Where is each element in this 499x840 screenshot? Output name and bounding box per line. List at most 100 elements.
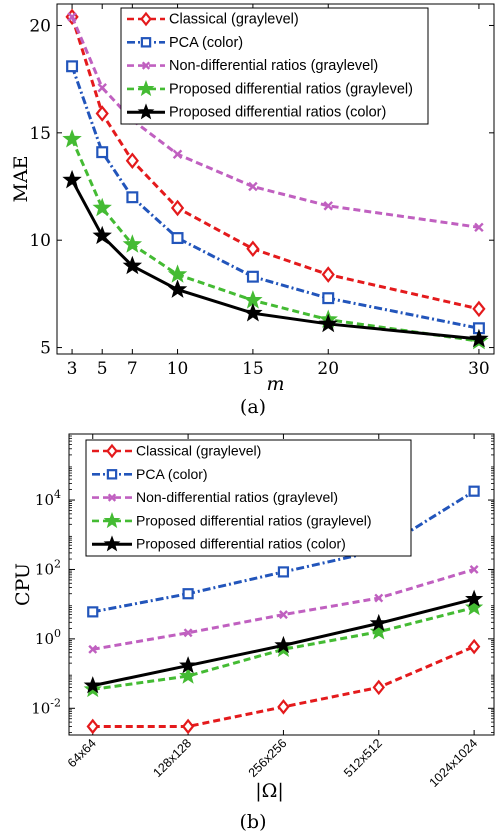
data-point <box>62 129 82 148</box>
data-point <box>126 191 139 204</box>
legend-label: Classical (graylevel) <box>169 12 299 28</box>
data-point <box>469 565 479 574</box>
data-point <box>369 622 388 640</box>
x-tick-label: 64x64 <box>65 736 99 770</box>
data-point <box>95 105 109 122</box>
legend-marker <box>103 512 121 529</box>
data-point <box>318 313 338 333</box>
data-point <box>468 485 480 497</box>
data-point <box>92 197 112 217</box>
legend-marker <box>106 443 118 459</box>
data-point <box>67 12 77 22</box>
y-tick-label: 102 <box>35 557 61 578</box>
data-point <box>122 234 143 253</box>
x-tick-label: 7 <box>127 359 138 379</box>
series-a-1 <box>66 60 485 335</box>
x-tick-label: 512x512 <box>341 736 385 780</box>
data-point <box>277 699 290 715</box>
data-point <box>83 676 102 694</box>
legend-label: PCA (color) <box>169 35 243 51</box>
data-point <box>274 635 293 654</box>
data-point <box>472 300 486 318</box>
y-tick-label: 10-2 <box>31 696 61 717</box>
data-point <box>277 566 290 578</box>
data-point <box>167 264 188 283</box>
data-point <box>179 666 198 684</box>
x-axis-label: |Ω| <box>255 780 284 802</box>
x-tick-label: 10 <box>167 359 189 379</box>
y-tick-label: 100 <box>35 627 61 648</box>
x-tick-label: 128x128 <box>150 736 194 780</box>
data-point <box>322 292 335 305</box>
series-b-0 <box>86 638 481 735</box>
data-point <box>170 199 185 217</box>
data-point <box>88 644 98 654</box>
x-tick-label: 3 <box>67 359 78 379</box>
data-point <box>248 181 258 192</box>
series-line <box>92 606 475 691</box>
legend-label: PCA (color) <box>136 466 208 482</box>
legend-marker <box>137 103 155 120</box>
x-tick-label: 20 <box>317 359 339 379</box>
data-point <box>87 606 99 618</box>
x-tick-label: 1024x1024 <box>427 736 481 790</box>
y-axis-label: MAE <box>10 155 32 202</box>
legend-label: Non-differential ratios (graylevel) <box>136 489 338 505</box>
data-point <box>465 598 484 616</box>
data-point <box>167 279 188 298</box>
y-tick-label: 104 <box>35 488 61 509</box>
caption-a: (a) <box>240 396 266 418</box>
legend-marker <box>141 61 151 70</box>
data-point <box>246 270 259 283</box>
legend-label: Proposed differential ratios (graylevel) <box>169 81 413 97</box>
series-b-4 <box>83 589 484 694</box>
legend-box <box>85 439 412 557</box>
data-point <box>125 152 139 170</box>
y-tick-label: 5 <box>40 339 51 359</box>
legend-marker <box>106 469 118 480</box>
data-point <box>171 232 184 245</box>
legend-marker <box>140 11 152 27</box>
legend-label: Proposed differential ratios (color) <box>169 105 386 121</box>
data-point <box>465 589 484 607</box>
x-tick-label: 256x256 <box>246 736 290 780</box>
data-point <box>323 201 333 211</box>
x-tick-label: 30 <box>468 359 490 379</box>
data-point <box>182 588 194 600</box>
data-point <box>86 718 99 735</box>
legend-box <box>120 7 429 125</box>
data-point <box>243 303 263 322</box>
caption-b: (b) <box>240 811 267 833</box>
chart-b: 10-2 100 102 104 64x64 128x128 256x256 512x512 1… <box>12 433 495 802</box>
data-point <box>369 613 388 632</box>
data-point <box>372 679 385 696</box>
data-point <box>172 149 183 160</box>
legend-marker <box>107 493 117 502</box>
data-point <box>183 628 193 638</box>
data-point <box>62 169 82 189</box>
data-point <box>179 656 198 674</box>
x-tick-label: 5 <box>97 359 108 379</box>
data-point <box>181 718 195 735</box>
data-point <box>122 255 143 275</box>
legend-label: Non-differential ratios (graylevel) <box>169 58 378 74</box>
x-tick-label: 15 <box>242 359 264 379</box>
y-tick-label: 15 <box>29 124 51 144</box>
data-point <box>474 222 484 233</box>
y-axis-label: CPU <box>12 563 34 606</box>
legend-label: Classical (graylevel) <box>136 443 261 459</box>
legend-label: Proposed differential ratios (graylevel) <box>136 512 372 528</box>
legend-marker <box>103 535 121 552</box>
y-tick-label: 20 <box>29 16 51 36</box>
x-axis-label: m <box>266 373 284 395</box>
data-point <box>92 225 112 245</box>
data-point <box>321 266 335 283</box>
data-point <box>97 82 107 93</box>
series-a-0 <box>65 8 486 318</box>
series-a-4 <box>62 169 489 348</box>
legend-marker <box>137 80 155 97</box>
data-point <box>278 610 288 620</box>
series-b-2 <box>88 565 479 654</box>
